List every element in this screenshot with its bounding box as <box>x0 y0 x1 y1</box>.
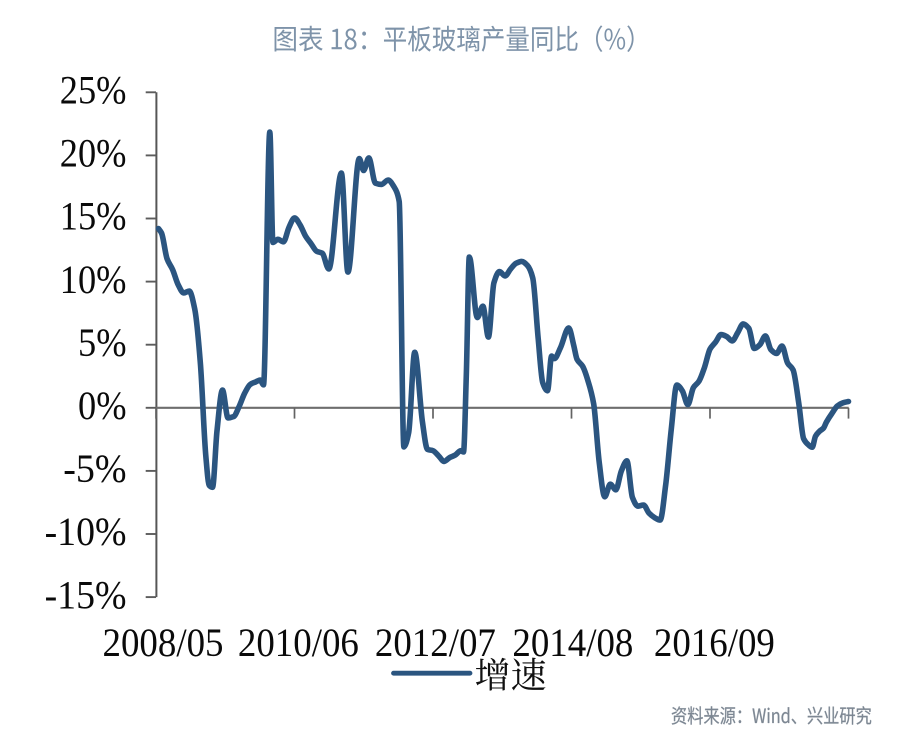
svg-text:2010/06: 2010/06 <box>238 620 359 665</box>
svg-text:-15%: -15% <box>45 572 127 617</box>
svg-text:15%: 15% <box>60 194 127 239</box>
svg-text:5%: 5% <box>78 320 127 365</box>
svg-text:10%: 10% <box>60 257 127 302</box>
svg-text:25%: 25% <box>60 68 127 113</box>
svg-text:-5%: -5% <box>63 446 126 491</box>
svg-text:2014/08: 2014/08 <box>512 620 633 665</box>
svg-text:20%: 20% <box>60 131 127 176</box>
svg-text:0%: 0% <box>78 383 127 428</box>
svg-text:2012/07: 2012/07 <box>375 620 496 665</box>
svg-text:2016/09: 2016/09 <box>654 620 775 665</box>
svg-text:2008/05: 2008/05 <box>103 620 224 665</box>
svg-text:-10%: -10% <box>45 509 127 554</box>
